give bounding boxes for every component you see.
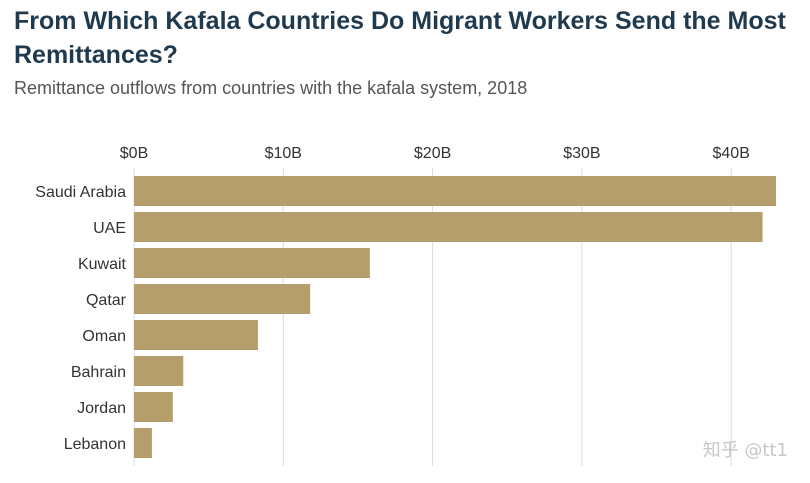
bar	[134, 248, 370, 278]
bar	[134, 356, 184, 386]
bar	[134, 176, 776, 206]
category-label: Jordan	[77, 400, 126, 417]
bar	[134, 284, 311, 314]
x-tick-label: $0B	[120, 145, 148, 162]
bar	[134, 392, 173, 422]
x-axis-ticks: $0B $10B $20B $30B $40B	[120, 145, 750, 162]
x-tick-label: $30B	[563, 145, 600, 162]
watermark-text: 知乎 @tt1	[702, 440, 788, 461]
bars	[134, 176, 776, 458]
bar	[134, 320, 258, 350]
category-labels: Saudi Arabia UAE Kuwait Qatar Oman Bahrain Jor…	[35, 184, 126, 453]
category-label: Saudi Arabia	[35, 184, 126, 201]
x-tick-label: $20B	[414, 145, 451, 162]
bar	[134, 212, 763, 242]
category-label: Qatar	[86, 292, 127, 309]
category-label: Lebanon	[64, 436, 126, 453]
category-label: Bahrain	[71, 364, 126, 381]
bar	[134, 428, 152, 458]
x-tick-label: $40B	[713, 145, 750, 162]
chart-subtitle: Remittance outflows from countries with …	[14, 78, 528, 98]
category-label: UAE	[93, 220, 126, 237]
x-tick-label: $10B	[265, 145, 302, 162]
category-label: Oman	[82, 328, 126, 345]
chart-title: From Which Kafala Countries Do Migrant W…	[14, 7, 786, 69]
category-label: Kuwait	[78, 256, 127, 273]
